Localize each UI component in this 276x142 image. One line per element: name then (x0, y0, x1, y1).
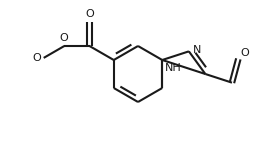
Text: N: N (193, 45, 201, 55)
Text: O: O (240, 48, 249, 58)
Text: O: O (59, 34, 68, 43)
Text: NH: NH (165, 63, 182, 73)
Text: O: O (32, 53, 41, 63)
Text: O: O (85, 9, 94, 19)
